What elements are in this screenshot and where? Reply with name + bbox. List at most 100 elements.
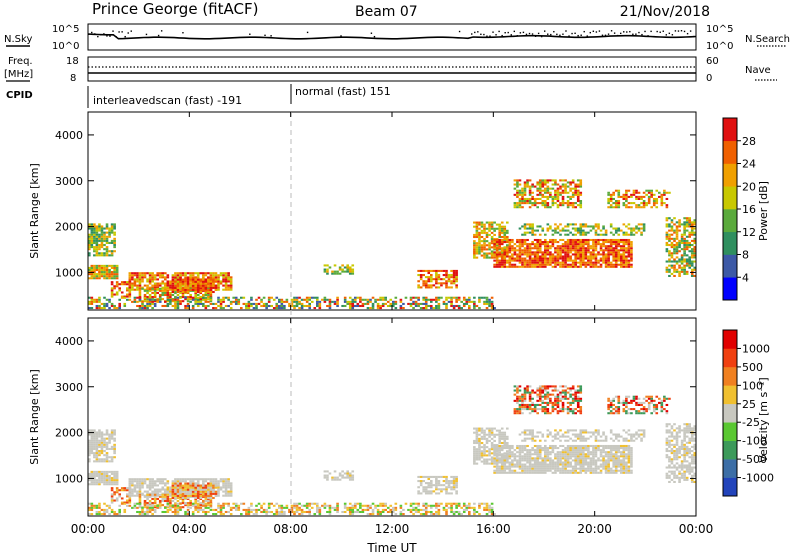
echo-cell xyxy=(521,266,524,268)
power-heatmap-cells xyxy=(88,179,696,309)
echo-cell xyxy=(169,491,172,493)
echo-cell xyxy=(574,188,577,190)
echo-cell xyxy=(329,301,332,303)
echo-cell xyxy=(425,476,428,478)
echo-cell xyxy=(179,303,182,305)
echo-cell xyxy=(131,278,134,280)
echo-cell xyxy=(240,503,243,505)
echo-cell xyxy=(567,196,570,198)
echo-cell xyxy=(164,491,167,493)
echo-cell xyxy=(108,477,111,479)
echo-cell xyxy=(445,280,448,282)
echo-cell xyxy=(197,495,200,497)
echo-cell xyxy=(298,303,301,305)
echo-cell xyxy=(106,277,109,279)
echo-cell xyxy=(301,305,304,307)
echo-cell xyxy=(136,478,139,480)
echo-cell xyxy=(557,228,560,230)
echo-cell xyxy=(488,228,491,230)
echo-cell xyxy=(681,258,684,260)
echo-cell xyxy=(91,507,94,509)
nsearch-point xyxy=(605,35,606,36)
echo-cell xyxy=(129,294,132,296)
echo-cell xyxy=(569,243,572,245)
echo-cell xyxy=(169,505,172,507)
echo-cell xyxy=(374,299,377,301)
echo-cell xyxy=(91,240,94,242)
echo-cell xyxy=(549,196,552,198)
echo-cell xyxy=(192,305,195,307)
echo-cell xyxy=(91,267,94,269)
echo-cell xyxy=(559,186,562,188)
echo-cell xyxy=(511,253,514,255)
echo-cell xyxy=(435,270,438,272)
echo-cell xyxy=(210,291,213,293)
echo-cell xyxy=(595,264,598,266)
echo-cell xyxy=(648,200,651,202)
echo-cell xyxy=(324,269,327,271)
echo-cell xyxy=(491,236,494,238)
echo-cell xyxy=(496,243,499,245)
echo-cell xyxy=(167,274,170,276)
echo-cell xyxy=(427,276,430,278)
echo-cell xyxy=(493,245,496,247)
echo-cell xyxy=(189,296,192,298)
echo-cell xyxy=(666,223,669,225)
echo-cell xyxy=(202,505,205,507)
echo-cell xyxy=(445,276,448,278)
echo-cell xyxy=(151,478,154,480)
echo-cell xyxy=(283,305,286,307)
echo-cell xyxy=(205,485,208,487)
echo-cell xyxy=(131,493,134,495)
echo-cell xyxy=(146,491,149,493)
echo-cell xyxy=(177,507,180,509)
echo-cell xyxy=(106,460,109,462)
echo-cell xyxy=(202,511,205,513)
echo-cell xyxy=(435,484,438,486)
echo-cell xyxy=(146,272,149,274)
echo-cell xyxy=(129,491,132,493)
echo-cell xyxy=(554,239,557,241)
echo-cell xyxy=(612,206,615,208)
echo-cell xyxy=(547,245,550,247)
echo-cell xyxy=(587,243,590,245)
echo-cell xyxy=(230,513,233,515)
echo-cell xyxy=(668,250,671,252)
echo-cell xyxy=(455,297,458,299)
echo-cell xyxy=(129,280,132,282)
echo-cell xyxy=(509,447,512,449)
echo-cell xyxy=(108,230,111,232)
echo-cell xyxy=(255,513,258,515)
echo-cell xyxy=(615,264,618,266)
echo-cell xyxy=(478,238,481,240)
echo-cell xyxy=(326,511,329,513)
echo-cell xyxy=(167,285,170,287)
echo-cell xyxy=(263,305,266,307)
echo-cell xyxy=(476,442,479,444)
echo-cell xyxy=(154,505,157,507)
echo-cell xyxy=(529,186,532,188)
echo-cell xyxy=(367,303,370,305)
echo-cell xyxy=(574,241,577,243)
echo-cell xyxy=(640,202,643,204)
echo-cell xyxy=(493,264,496,266)
echo-cell xyxy=(577,179,580,181)
nsearch-point xyxy=(483,34,484,35)
echo-cell xyxy=(139,484,142,486)
nsearch-point xyxy=(508,32,509,33)
nsearch-point xyxy=(486,36,487,37)
echo-cell xyxy=(402,307,405,309)
echo-cell xyxy=(554,249,557,251)
echo-cell xyxy=(202,483,205,485)
echo-cell xyxy=(445,478,448,480)
echo-cell xyxy=(179,487,182,489)
echo-cell xyxy=(131,272,134,274)
echo-cell xyxy=(607,192,610,194)
echo-cell xyxy=(126,487,129,489)
echo-cell xyxy=(149,299,152,301)
echo-cell xyxy=(210,500,213,502)
echo-cell xyxy=(417,303,420,305)
echo-cell xyxy=(519,457,522,459)
echo-cell xyxy=(349,509,352,511)
echo-cell xyxy=(473,297,476,299)
